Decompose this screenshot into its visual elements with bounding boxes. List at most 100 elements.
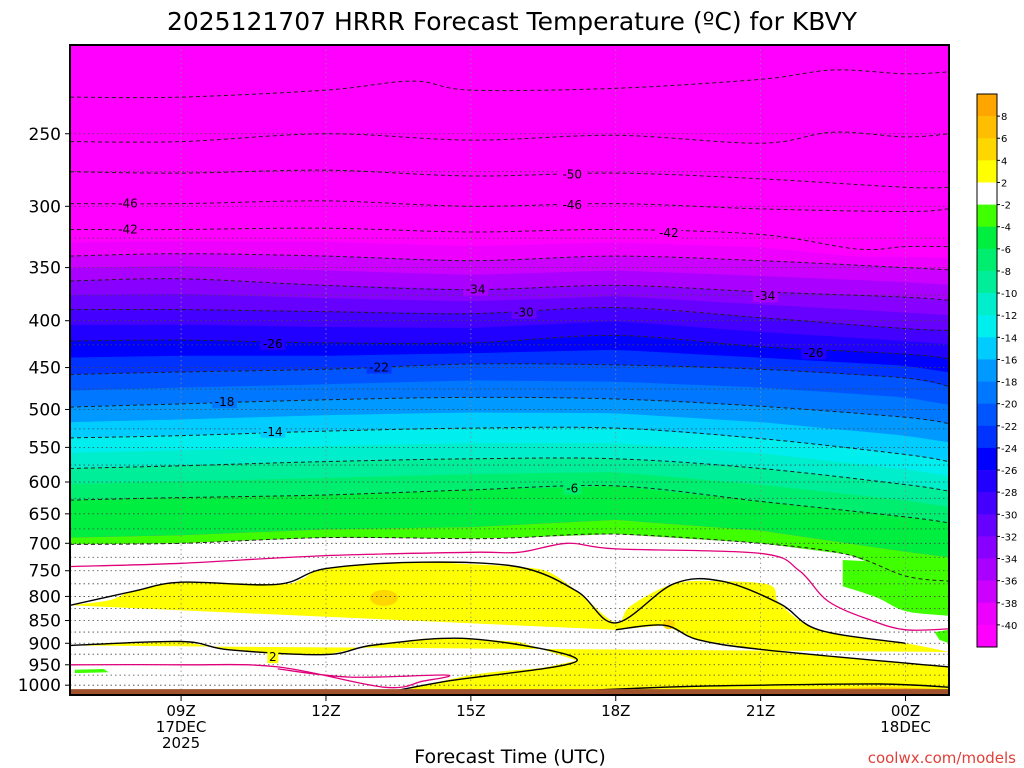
- colorbar-label: -30: [1001, 510, 1017, 521]
- colorbar-label: -4: [1001, 223, 1011, 234]
- isotherm-zero: [70, 542, 949, 631]
- contour-label: -34: [756, 289, 776, 303]
- colorbar-cell: [977, 514, 997, 537]
- colorbar-frame: [976, 93, 998, 648]
- colorbar-cell: [977, 293, 997, 316]
- colorbar-label: -20: [1001, 400, 1017, 411]
- y-tick-label: 400: [29, 312, 61, 332]
- colorbar-label: -22: [1001, 422, 1017, 433]
- colorbar-label: -38: [1001, 599, 1017, 610]
- contour-label-bg: [463, 282, 489, 296]
- isotherm-2-top: [70, 561, 906, 644]
- colorbar-cell: [977, 270, 997, 294]
- contour-label-bg: [511, 305, 537, 319]
- contour-label: -46: [118, 197, 138, 211]
- x-tick-label: 21Z: [746, 702, 775, 720]
- colorbar-label: -28: [1001, 488, 1017, 499]
- contour-label-bg: [656, 226, 682, 240]
- y-tick-label: 650: [29, 505, 61, 525]
- colorbar-label: -6: [1001, 245, 1011, 256]
- colorbar-label: -8: [1001, 267, 1011, 278]
- isotherm-dashed: [70, 334, 949, 360]
- x-tick-label: 09Z: [166, 702, 195, 720]
- contour-label: -26: [263, 337, 283, 351]
- contour-label-bg: [260, 424, 286, 438]
- colorbar-cell: [977, 536, 997, 559]
- isotherm-dashed: [70, 227, 949, 251]
- colorbar-label: -40: [1001, 621, 1017, 632]
- y-tick-label: 800: [29, 587, 61, 607]
- contour-label-bg: [559, 197, 585, 211]
- x-tick-label: 00Z: [891, 702, 920, 720]
- contour-label: -18: [215, 395, 235, 409]
- colorbar-cell: [977, 447, 997, 471]
- isotherm-2-right: [615, 624, 949, 668]
- contour-label-bg: [752, 289, 778, 303]
- colorbar-cell: [977, 138, 997, 161]
- y-tick-label: 900: [29, 634, 61, 654]
- colorbar-label: -12: [1001, 311, 1017, 322]
- y-axis-ticks: 2503003504004505005506006507007508008509…: [18, 125, 70, 696]
- colorbar-cell: [977, 337, 997, 360]
- isotherm-dashed: [70, 278, 949, 301]
- colorbar-label: -16: [1001, 355, 1017, 366]
- colorbar-label: -14: [1001, 333, 1017, 344]
- isotherm-dashed: [70, 253, 949, 271]
- colorbar-cell: [977, 492, 997, 515]
- contour-label-bg: [115, 222, 141, 236]
- isotherm-2-bottom: [70, 637, 578, 694]
- colorbar-cell: [977, 381, 997, 404]
- x-tick-label: 15Z: [456, 702, 485, 720]
- colorbar-label: 2: [1001, 178, 1007, 189]
- colorbar-cell: [977, 182, 997, 205]
- contour-label-bg: [260, 336, 286, 350]
- colorbar-label: -26: [1001, 466, 1017, 477]
- isotherm-dashed: [70, 131, 949, 144]
- x-axis-label: Forecast Time (UTC): [414, 746, 605, 768]
- y-tick-label: 850: [29, 612, 61, 632]
- plot-frame: [69, 44, 950, 696]
- y-tick-label: 750: [29, 562, 61, 582]
- colorbar: 8 6 4 2 -2 -4 -6 -8 -10 -12 -14 -16 -18 -20 -22 -24 -26 -…: [976, 93, 1017, 648]
- y-tick-label: 600: [29, 473, 61, 493]
- contour-label-bg: [115, 196, 141, 210]
- credit-text: coolwx.com/models: [868, 749, 1016, 767]
- contour-label-bg: [366, 360, 392, 374]
- colorbar-label: -34: [1001, 555, 1017, 566]
- colorbar-cell: [977, 403, 997, 427]
- colorbar-label: 8: [1001, 112, 1007, 123]
- colorbar-label: -24: [1001, 444, 1017, 455]
- colorbar-cell: [977, 116, 997, 139]
- contour-label-bg: [801, 346, 827, 360]
- colorbar-label: -2: [1001, 201, 1011, 212]
- grid-lines: [70, 45, 949, 695]
- isotherm-dashed: [70, 396, 949, 424]
- x-tick-label: 2025: [162, 734, 200, 752]
- surface-ground: [70, 689, 949, 695]
- isotherm-dashed: [70, 200, 949, 213]
- isotherm-dashed: [70, 484, 949, 524]
- band-minus2-minus4: [70, 519, 949, 582]
- y-tick-label: 950: [29, 656, 61, 676]
- colorbar-cell: [977, 580, 997, 604]
- contour-label: -14: [263, 425, 283, 439]
- contour-label-bg: [267, 650, 279, 664]
- isotherm-dashed: [70, 169, 949, 189]
- green-patch-left: [74, 668, 109, 674]
- colorbar-cell: [977, 558, 997, 581]
- contour-label: -50: [562, 168, 582, 182]
- green-patch-edge: [934, 629, 949, 644]
- colorbar-cell: [977, 226, 997, 250]
- contour-label-bg: [559, 167, 585, 181]
- colorbar-cell: [977, 359, 997, 382]
- contour-label: -34: [466, 283, 486, 297]
- contour-label: -26: [804, 346, 824, 360]
- colorbar-cell: [977, 470, 997, 493]
- colorbar-label: 4: [1001, 156, 1007, 167]
- colorbar-label: -32: [1001, 532, 1017, 543]
- contour-label-bg: [212, 395, 238, 409]
- contour-label: -22: [369, 361, 389, 375]
- contour-label: 2: [269, 650, 277, 664]
